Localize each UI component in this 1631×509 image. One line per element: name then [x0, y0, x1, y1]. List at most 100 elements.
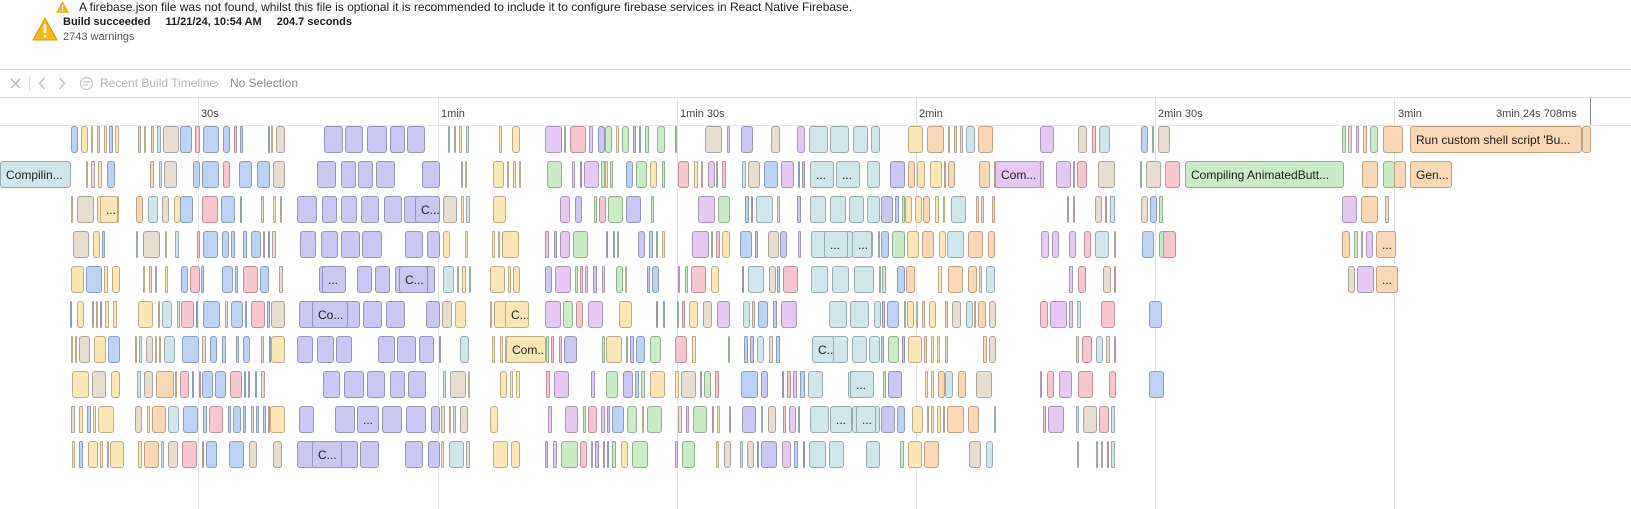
timeline-task[interactable] — [367, 371, 385, 398]
timeline-task[interactable] — [722, 231, 730, 258]
timeline-task-labeled[interactable]: Com... — [506, 336, 546, 363]
timeline-task[interactable] — [168, 441, 178, 468]
timeline-task[interactable] — [507, 161, 509, 188]
timeline-task[interactable] — [1040, 371, 1042, 398]
timeline-task[interactable] — [881, 336, 884, 363]
timeline-task[interactable] — [244, 371, 246, 398]
timeline-task[interactable] — [650, 161, 657, 188]
timeline-task[interactable] — [947, 406, 964, 433]
timeline-task[interactable] — [1142, 231, 1154, 258]
timeline-task[interactable] — [675, 126, 677, 153]
timeline-task[interactable] — [136, 196, 143, 223]
timeline-task[interactable] — [755, 231, 758, 258]
timeline-task[interactable] — [866, 441, 880, 468]
timeline-task[interactable] — [602, 336, 605, 363]
timeline-task[interactable] — [156, 371, 174, 398]
timeline-task[interactable] — [627, 406, 637, 433]
timeline-task[interactable] — [907, 301, 914, 328]
timeline-task[interactable] — [71, 406, 75, 433]
timeline-task-labeled[interactable]: ... — [100, 196, 118, 223]
timeline-task[interactable] — [390, 126, 405, 153]
timeline-task[interactable] — [1141, 196, 1148, 223]
timeline-task[interactable] — [263, 231, 265, 258]
timeline-task[interactable] — [79, 336, 90, 363]
timeline-task[interactable] — [703, 301, 712, 328]
timeline-task[interactable] — [879, 266, 881, 293]
timeline-task[interactable] — [144, 126, 146, 153]
timeline-task[interactable] — [203, 406, 207, 433]
timeline-task[interactable] — [180, 371, 189, 398]
timeline-task[interactable] — [71, 336, 73, 363]
timeline-task-labeled[interactable]: C... — [505, 301, 529, 328]
timeline-task[interactable] — [113, 301, 117, 328]
timeline-task[interactable] — [601, 161, 605, 188]
timeline-task[interactable] — [751, 196, 753, 223]
timeline-task[interactable] — [94, 336, 106, 363]
timeline-task[interactable] — [742, 161, 746, 188]
timeline-task[interactable] — [960, 126, 963, 153]
timeline-task[interactable] — [439, 336, 441, 363]
timeline-task[interactable] — [580, 161, 582, 188]
timeline-task[interactable] — [616, 266, 623, 293]
timeline-task[interactable] — [717, 301, 730, 328]
timeline-task[interactable] — [588, 406, 597, 433]
timeline-task[interactable] — [513, 266, 520, 293]
timeline-task[interactable] — [240, 126, 243, 153]
timeline-task[interactable] — [593, 266, 597, 293]
timeline-task[interactable] — [490, 406, 498, 433]
timeline-task[interactable] — [867, 161, 880, 188]
timeline-task[interactable] — [924, 336, 927, 363]
timeline-task[interactable] — [608, 196, 623, 223]
timeline-task[interactable] — [750, 336, 754, 363]
timeline-task[interactable] — [662, 231, 665, 258]
timeline-task[interactable] — [662, 161, 665, 188]
timeline-task[interactable] — [580, 441, 587, 468]
timeline-task[interactable] — [908, 161, 915, 188]
timeline-task[interactable] — [741, 371, 758, 398]
timeline-task[interactable] — [511, 441, 520, 468]
timeline-task[interactable] — [757, 441, 759, 468]
timeline-task[interactable] — [546, 371, 550, 398]
timeline-task[interactable] — [161, 441, 164, 468]
timeline-task[interactable] — [181, 266, 188, 293]
timeline-task[interactable] — [455, 301, 466, 328]
timeline-task[interactable] — [397, 336, 416, 363]
timeline-task[interactable] — [811, 266, 828, 293]
timeline-task-labeled[interactable]: C... — [312, 441, 342, 468]
timeline-task[interactable] — [966, 301, 973, 328]
timeline-task[interactable] — [800, 371, 805, 398]
timeline-task[interactable] — [606, 231, 608, 258]
timeline-task[interactable] — [375, 266, 390, 293]
timeline-task[interactable] — [115, 126, 119, 153]
timeline-task[interactable] — [945, 301, 948, 328]
timeline-task[interactable] — [448, 126, 450, 153]
timeline-task[interactable] — [1394, 161, 1406, 188]
timeline-task[interactable] — [656, 231, 658, 258]
timeline-task[interactable] — [606, 371, 618, 398]
timeline-task[interactable] — [712, 406, 714, 433]
timeline-task[interactable] — [694, 161, 698, 188]
timeline-task[interactable] — [245, 301, 247, 328]
timeline-task[interactable] — [441, 441, 444, 468]
timeline-task[interactable] — [989, 301, 996, 328]
timeline-task[interactable] — [269, 336, 271, 363]
timeline-task[interactable] — [979, 161, 990, 188]
timeline-task[interactable] — [71, 126, 78, 153]
timeline-task[interactable] — [1041, 231, 1049, 258]
timeline-task[interactable] — [492, 336, 495, 363]
timeline-task[interactable] — [222, 231, 229, 258]
timeline-task[interactable] — [612, 406, 624, 433]
timeline-task[interactable] — [256, 406, 259, 433]
timeline-task[interactable] — [240, 196, 242, 223]
timeline-task[interactable] — [323, 371, 340, 398]
timeline-task[interactable] — [1067, 196, 1069, 223]
timeline-task[interactable] — [633, 126, 636, 153]
timeline-task[interactable] — [761, 371, 768, 398]
timeline-task[interactable] — [764, 161, 778, 188]
timeline-task[interactable] — [341, 161, 356, 188]
timeline-task[interactable] — [616, 126, 619, 153]
timeline-task[interactable] — [966, 126, 975, 153]
timeline-task[interactable] — [677, 301, 679, 328]
timeline-task[interactable] — [384, 196, 402, 223]
timeline-task[interactable] — [983, 336, 987, 363]
